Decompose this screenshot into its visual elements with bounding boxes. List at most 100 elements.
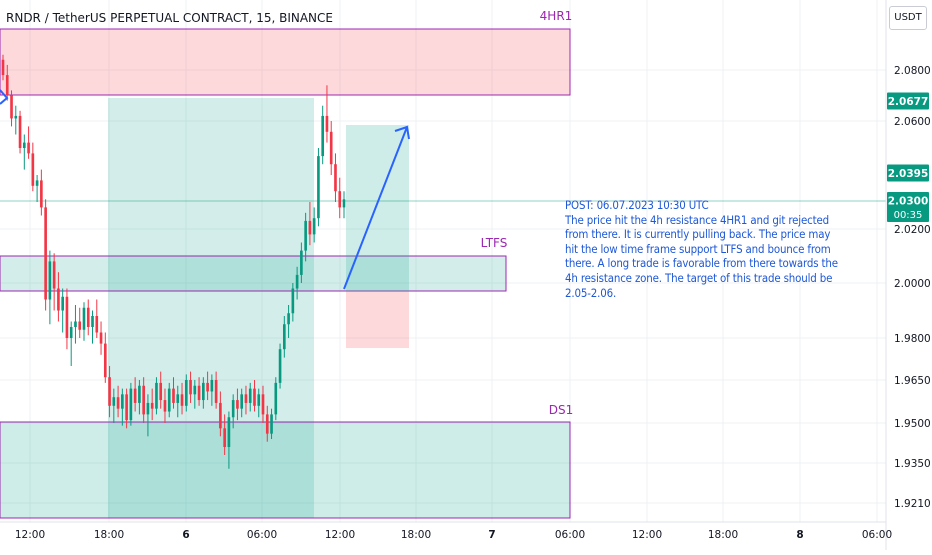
price-tick-label: 2.0800 <box>894 65 931 77</box>
candle <box>155 377 158 415</box>
note-line: The price hit the 4h resistance 4HR1 and… <box>565 212 830 227</box>
candle <box>31 142 35 192</box>
projection-arrow[interactable] <box>343 125 410 290</box>
candle <box>283 316 286 358</box>
candle <box>163 388 167 423</box>
analysis-note[interactable]: POST: 06.07.2023 10:30 UTC The price hit… <box>565 198 847 300</box>
price-badges: 2.0677 2.0395 2.0300 00:35 <box>887 92 929 222</box>
candle <box>69 321 73 366</box>
candle <box>142 377 145 423</box>
candle <box>223 414 226 455</box>
note-line: from there. It is currently pulling back… <box>565 227 831 242</box>
zone-ds1[interactable] <box>0 421 571 519</box>
price-tick-label: 1.9800 <box>894 333 931 345</box>
candle <box>219 391 222 437</box>
time-tick-label: 18:00 <box>94 529 124 541</box>
candle <box>304 212 307 262</box>
time-tick-label: 6 <box>182 529 189 541</box>
zone-label-ltfs: LTFS <box>481 236 508 250</box>
candle <box>193 380 197 409</box>
svg-text:2.0300: 2.0300 <box>888 196 929 208</box>
candle <box>18 110 22 154</box>
candle <box>108 366 111 418</box>
candle <box>44 199 47 311</box>
candle <box>197 377 201 406</box>
long-stop-box[interactable] <box>346 291 409 348</box>
candle <box>1 54 5 81</box>
candle <box>342 191 346 219</box>
candle <box>167 382 171 418</box>
zone-4hr1[interactable] <box>0 28 571 96</box>
left-arrow <box>0 89 9 105</box>
candle <box>244 385 248 415</box>
candle <box>184 374 188 412</box>
candle <box>329 121 333 175</box>
trade-box-green[interactable] <box>108 98 314 518</box>
candle <box>317 148 320 227</box>
zone-label-4hr1: 4HR1 <box>540 9 573 23</box>
candle <box>265 405 269 442</box>
svg-text:00:35: 00:35 <box>894 210 923 221</box>
candle <box>112 388 116 423</box>
candle <box>150 388 154 421</box>
time-tick-label: 7 <box>488 529 495 541</box>
candle <box>338 177 342 219</box>
price-tick-label: 2.0200 <box>894 224 931 236</box>
time-tick-label: 12:00 <box>15 529 45 541</box>
candle <box>146 394 150 437</box>
candle <box>95 299 99 338</box>
price-axis[interactable] <box>886 0 932 550</box>
candle <box>180 382 184 415</box>
svg-text:2.0677: 2.0677 <box>888 96 929 108</box>
candle <box>270 408 273 439</box>
note-line: POST: 06.07.2023 10:30 UTC <box>565 198 709 212</box>
price-axis-ticks: 2.0800 2.0600 2.0200 2.0000 1.9800 1.9650 1.95… <box>894 65 931 510</box>
note-line: there. A long trade is favorable from th… <box>565 256 838 271</box>
time-axis[interactable]: 12:00 18:00 6 06:00 12:00 18:00 7 06:00 12:00 18:… <box>15 529 892 541</box>
candle <box>257 388 261 418</box>
time-tick-label: 12:00 <box>632 529 662 541</box>
candle <box>308 202 312 246</box>
candle <box>261 385 265 423</box>
gridlines <box>0 0 886 522</box>
candle <box>10 90 13 127</box>
candle <box>231 394 235 429</box>
candle <box>300 242 303 283</box>
candle <box>291 283 295 322</box>
candle <box>121 388 124 426</box>
price-tick-label: 2.0000 <box>894 278 931 290</box>
candle <box>189 371 192 403</box>
candle <box>227 411 231 469</box>
candle <box>334 153 337 202</box>
candle <box>65 288 69 350</box>
currency-selector[interactable]: USDT <box>889 6 927 30</box>
zone-ltfs[interactable] <box>0 255 507 292</box>
candle <box>99 321 103 355</box>
price-tick-label: 1.9210 <box>894 498 931 510</box>
candle <box>82 302 86 341</box>
candle <box>274 377 278 421</box>
price-tick-label: 2.0600 <box>894 116 931 128</box>
svg-text:2.0395: 2.0395 <box>888 168 929 180</box>
candle <box>86 299 90 336</box>
candle <box>236 388 239 421</box>
candle <box>103 332 107 383</box>
candle <box>22 134 26 170</box>
candle <box>133 377 137 412</box>
candle <box>295 266 299 300</box>
candle <box>176 385 180 418</box>
candle <box>125 388 128 429</box>
candle <box>253 380 256 412</box>
candle <box>48 250 52 325</box>
candle <box>321 105 325 165</box>
time-tick-label: 06:00 <box>862 529 892 541</box>
candle <box>14 105 18 135</box>
symbol-title[interactable]: RNDR / TetherUS PERPETUAL CONTRACT, 15, … <box>6 11 333 25</box>
candle <box>116 385 120 418</box>
long-target-box[interactable] <box>346 125 409 291</box>
time-tick-label: 12:00 <box>325 529 355 541</box>
time-tick-label: 18:00 <box>708 529 738 541</box>
time-tick-label: 06:00 <box>247 529 277 541</box>
